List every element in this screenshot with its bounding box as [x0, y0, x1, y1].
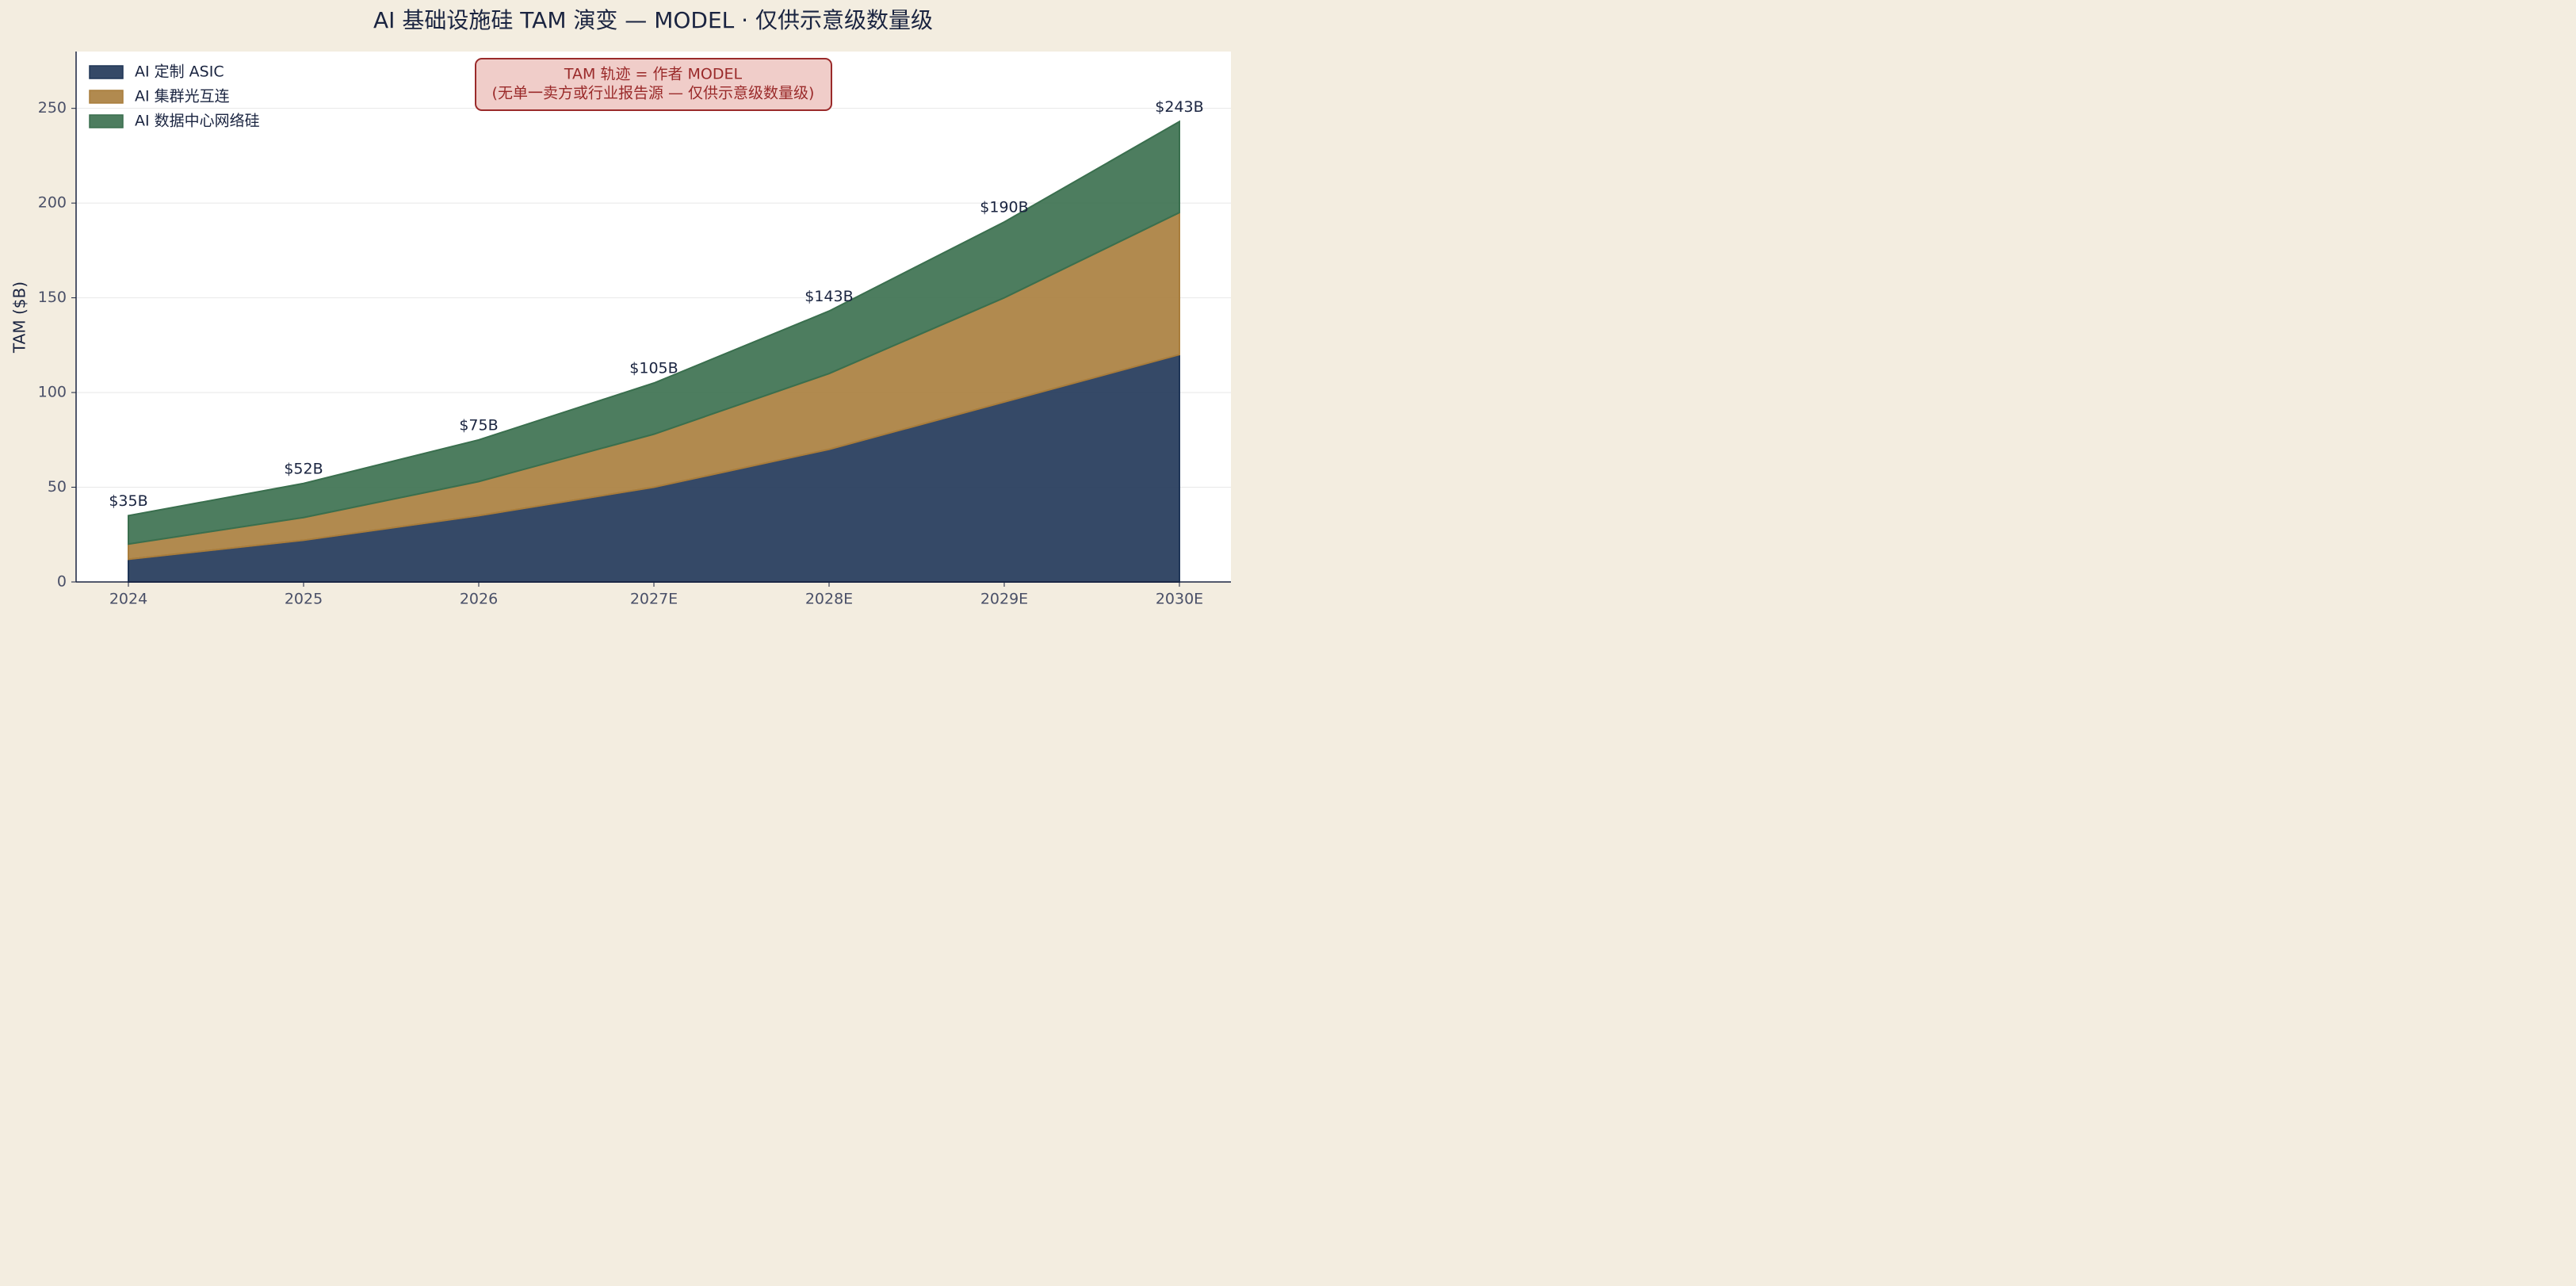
- legend-label: AI 数据中心网络硅: [135, 113, 260, 130]
- total-label: $105B: [629, 360, 678, 377]
- legend-label: AI 集群光互连: [135, 88, 230, 105]
- total-label: $190B: [980, 199, 1028, 216]
- area: [128, 120, 1180, 545]
- annotation-box: [475, 58, 832, 111]
- y-tick-label: 0: [57, 573, 67, 591]
- total-label: $35B: [109, 492, 147, 510]
- legend-swatch: [89, 114, 124, 128]
- total-label: $52B: [284, 460, 323, 477]
- x-tick-label: 2025: [285, 591, 323, 608]
- total-label: $143B: [805, 288, 853, 305]
- x-tick-label: 2030E: [1156, 591, 1203, 608]
- x-tick-label: 2026: [460, 591, 498, 608]
- y-tick-label: 100: [38, 384, 67, 401]
- y-tick-label: 150: [38, 289, 67, 306]
- legend-swatch: [89, 65, 124, 79]
- annotation-line: TAM 轨迹 = 作者 MODEL: [564, 66, 743, 83]
- x-tick-label: 2029E: [980, 591, 1028, 608]
- chart: AI 基础设施硅 TAM 演变 — MODEL · 仅供示意级数量级 TAM (…: [0, 0, 1243, 621]
- y-axis-label: TAM ($B): [10, 281, 29, 354]
- total-label: $75B: [459, 416, 498, 434]
- annotation-line: (无单一卖方或行业报告源 — 仅供示意级数量级): [492, 85, 815, 102]
- x-tick-label: 2028E: [805, 591, 853, 608]
- y-tick-label: 250: [38, 99, 67, 117]
- legend-swatch: [89, 90, 124, 104]
- x-tick-label: 2024: [109, 591, 147, 608]
- chart-title: AI 基础设施硅 TAM 演变 — MODEL · 仅供示意级数量级: [373, 7, 933, 33]
- x-tick-label: 2027E: [630, 591, 678, 608]
- legend-label: AI 定制 ASIC: [135, 63, 224, 81]
- y-tick-label: 200: [38, 194, 67, 212]
- total-label: $243B: [1155, 98, 1203, 116]
- y-tick-label: 50: [48, 478, 67, 496]
